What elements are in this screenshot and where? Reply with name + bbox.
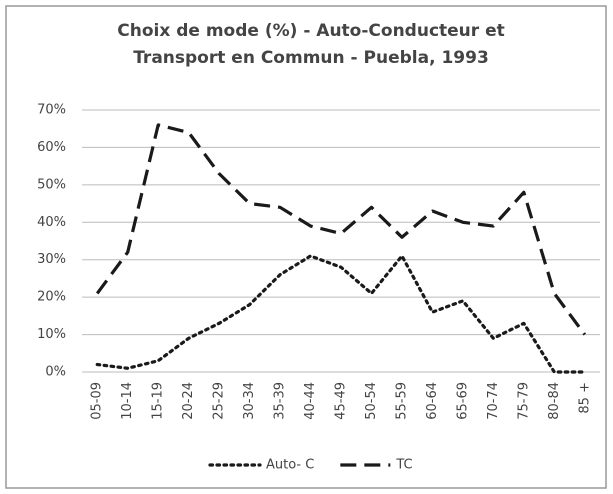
y-tick-label: 0% [45,365,66,380]
y-tick-label: 10% [37,327,66,342]
x-tick-label: 85 + [577,382,592,414]
legend-label: TC [395,458,412,473]
x-tick-label: 05-09 [90,382,105,420]
x-tick-label: 70-74 [486,382,501,420]
x-tick-label: 25-29 [212,382,227,420]
y-tick-label: 60% [37,140,66,155]
series-line [95,123,587,336]
x-tick-label: 50-54 [364,382,379,420]
y-tick-label: 70% [37,103,66,118]
x-tick-label: 35-39 [273,382,288,420]
x-tick-label: 80-84 [547,382,562,420]
x-tick-label: 60-64 [425,382,440,420]
x-tick-label: 10-14 [120,382,135,420]
x-tick-label: 75-79 [516,382,531,420]
y-tick-label: 30% [37,252,66,267]
y-tick-label: 50% [37,177,66,192]
x-tick-label: 15-19 [151,382,166,420]
x-tick-label: 45-49 [334,382,349,420]
x-tick-label: 30-34 [242,382,257,420]
x-tick-label: 40-44 [303,382,318,420]
x-tick-label: 65-69 [455,382,470,420]
chart-title: Choix de mode (%) - Auto-Conducteur et T… [117,21,505,68]
chart-border [5,5,607,489]
y-tick-label: 20% [37,290,66,305]
legend-label: Auto- C [266,458,314,473]
x-tick-label: 20-24 [181,382,196,420]
y-tick-label: 40% [37,215,66,230]
x-tick-label: 55-59 [394,382,409,420]
series-line [95,254,587,374]
